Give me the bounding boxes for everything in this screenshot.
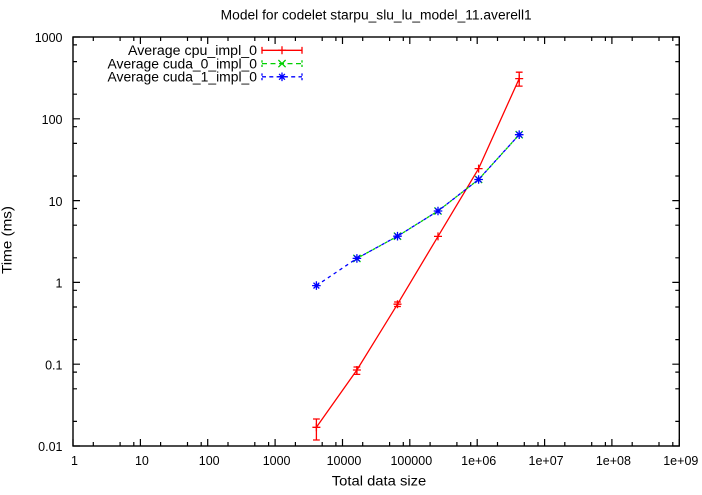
svg-text:1e+06: 1e+06	[461, 454, 496, 468]
svg-text:Time (ms): Time (ms)	[0, 206, 15, 274]
svg-text:1000: 1000	[35, 31, 63, 45]
svg-text:100000: 100000	[390, 454, 432, 468]
svg-text:10: 10	[49, 195, 63, 209]
svg-text:Average cpu_impl_0: Average cpu_impl_0	[128, 43, 257, 58]
svg-text:1: 1	[56, 277, 63, 291]
svg-text:100: 100	[42, 113, 63, 127]
svg-text:Average cuda_0_impl_0: Average cuda_0_impl_0	[108, 56, 258, 71]
svg-text:1000: 1000	[263, 454, 291, 468]
svg-text:Model for codelet starpu_slu_l: Model for codelet starpu_slu_lu_model_11…	[221, 8, 532, 23]
svg-text:1e+09: 1e+09	[663, 454, 698, 468]
svg-text:0.01: 0.01	[38, 440, 62, 454]
svg-text:Average cuda_1_impl_0: Average cuda_1_impl_0	[108, 70, 258, 85]
svg-text:1: 1	[71, 454, 78, 468]
svg-text:100: 100	[199, 454, 220, 468]
svg-text:Total data size: Total data size	[332, 473, 427, 489]
svg-text:1e+08: 1e+08	[596, 454, 631, 468]
svg-text:10000: 10000	[327, 454, 362, 468]
svg-text:0.1: 0.1	[45, 358, 62, 372]
svg-text:1e+07: 1e+07	[529, 454, 564, 468]
svg-text:10: 10	[135, 454, 149, 468]
